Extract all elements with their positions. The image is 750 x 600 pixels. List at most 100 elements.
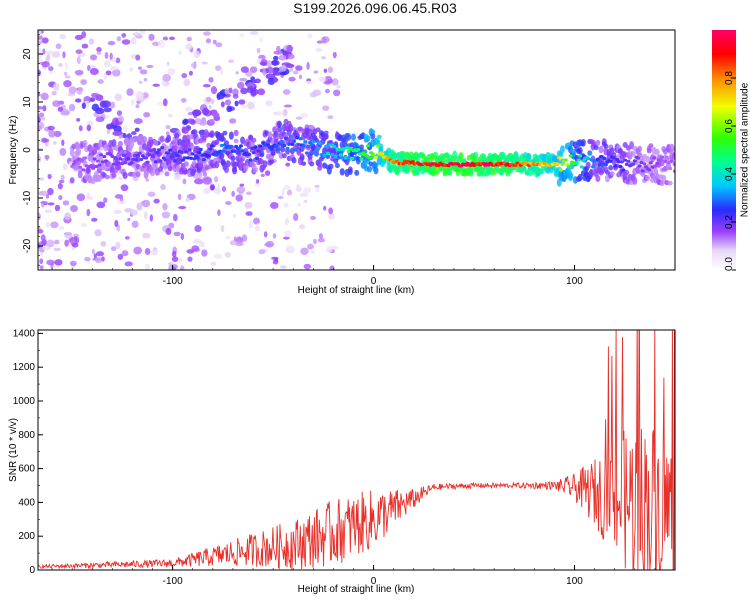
- spectrogram-noise-blob: [217, 209, 221, 216]
- spectrogram-ridge-core: [370, 152, 375, 156]
- spectrogram-noise-blob: [80, 223, 88, 228]
- spectrogram-noise-blob: [47, 173, 52, 180]
- spectrogram-ridge-core: [367, 156, 372, 160]
- spectrogram-noise-blob: [241, 234, 248, 242]
- spectrogram-ridge-core: [330, 152, 335, 157]
- spectrogram-ridge-core: [325, 151, 330, 156]
- spectrogram-ridge-core: [189, 156, 194, 160]
- spectrogram-ridge-core: [343, 156, 348, 160]
- spectrogram-noise-blob: [205, 96, 212, 103]
- spectrogram-ridge-halo: [288, 124, 294, 133]
- spectrogram-noise-blob: [138, 80, 143, 85]
- spectrogram-ridge-halo: [122, 171, 128, 179]
- spectrogram-ridge-core: [608, 159, 613, 163]
- spectrogram-ridge-halo: [299, 153, 305, 162]
- spectrogram-arm-blob: [95, 94, 104, 102]
- spectrogram-ridge-core: [304, 151, 309, 155]
- spectrogram-noise-blob: [132, 32, 142, 37]
- spectrogram-noise-blob: [63, 80, 72, 88]
- spectrogram-ridge-halo: [667, 180, 673, 186]
- spectrogram-ridge-core: [274, 144, 279, 148]
- spectrogram-arm-blob: [246, 86, 254, 94]
- spectrogram-ridge-halo: [598, 145, 604, 154]
- spectrogram-noise-blob: [288, 76, 296, 82]
- spectrogram-noise-blob: [307, 33, 313, 39]
- spectrogram-noise-blob: [318, 76, 327, 83]
- spectrogram-ridge-halo: [595, 139, 601, 146]
- spectrogram-ridge-core: [219, 143, 224, 148]
- spectrogram-ridge-core: [394, 159, 399, 163]
- spectrogram-noise-blob: [103, 72, 107, 80]
- spectrogram-ridge-halo: [167, 165, 173, 172]
- spectrogram-arm-blob: [249, 66, 258, 73]
- spectrogram-ridge-core: [89, 163, 94, 168]
- spectrogram-noise-blob: [96, 46, 102, 53]
- spectrogram-ridge-halo: [346, 133, 352, 141]
- spectrogram-noise-blob: [302, 187, 312, 194]
- spectrogram-noise-blob: [307, 243, 314, 250]
- spectrogram-ridge-halo: [473, 151, 479, 159]
- spectrogram-noise-blob: [282, 89, 291, 95]
- spectrogram-noise-blob: [114, 220, 119, 228]
- spectrogram-arm-blob: [131, 131, 137, 136]
- spectrogram-noise-blob: [202, 84, 211, 88]
- spectrogram-ridge-core: [574, 161, 579, 166]
- spectrogram-noise-blob: [313, 70, 319, 74]
- spectrogram-noise-blob: [327, 115, 334, 120]
- spectrogram-noise-blob: [168, 113, 173, 118]
- spectrogram-ridge-core: [139, 157, 144, 162]
- spectrogram-ridge-halo: [317, 165, 323, 171]
- spectrogram-ridge-core: [373, 155, 378, 160]
- spectrogram-ridge-core: [238, 144, 243, 148]
- spectrogram-noise-blob: [165, 81, 171, 86]
- spectrogram-noise-blob: [208, 105, 212, 109]
- spectrogram-xtick-label: 0: [371, 276, 377, 287]
- spectrogram-noise-blob: [147, 191, 156, 197]
- spectrogram-noise-blob: [185, 197, 190, 203]
- spectrogram-noise-blob: [192, 238, 202, 244]
- spectrogram-ridge-halo: [434, 170, 440, 175]
- spectrogram-ridge-core: [568, 154, 573, 158]
- spectrogram-ridge-core: [198, 147, 203, 151]
- spectrogram-ridge-core: [148, 149, 153, 153]
- spectrogram-ridge-halo: [116, 164, 122, 171]
- spectrogram-ridge-core: [341, 147, 346, 151]
- spectrogram-ridge-core: [176, 154, 181, 158]
- spectrogram-ridge-core: [256, 149, 261, 153]
- spectrogram-arm-blob: [199, 121, 207, 126]
- spectrogram-ytick-label: 20: [22, 48, 33, 60]
- spectrogram-noise-blob: [295, 65, 303, 71]
- spectrogram-noise-blob: [46, 259, 55, 266]
- spectrogram-noise-blob: [297, 202, 301, 207]
- spectrogram-noise-blob: [41, 37, 49, 44]
- spectrogram-ridge-core: [118, 157, 123, 161]
- spectrogram-ridge-core: [253, 145, 258, 149]
- spectrogram-ridge-core: [576, 158, 581, 162]
- spectrogram-ridge-halo: [365, 135, 371, 142]
- spectrogram-noise-blob: [104, 60, 111, 68]
- spectrogram-noise-blob: [53, 247, 61, 252]
- spectrogram-noise-blob: [57, 106, 64, 112]
- spectrogram-ridge-halo: [164, 171, 170, 177]
- spectrogram-ridge-halo: [370, 129, 376, 135]
- spectrogram-ridge-halo: [654, 148, 660, 156]
- spectrogram-ridge-halo: [309, 149, 315, 156]
- spectrogram-ridge-halo: [521, 165, 527, 171]
- spectrogram-ridge-core: [95, 159, 100, 163]
- spectrogram-noise-blob: [140, 200, 146, 205]
- spectrogram-ridge-core: [602, 156, 607, 160]
- spectrogram-noise-blob: [114, 209, 120, 214]
- spectrogram-noise-blob: [166, 61, 170, 66]
- spectrogram-noise-blob: [321, 56, 326, 60]
- spectrogram-noise-blob: [39, 251, 43, 257]
- spectrogram-noise-blob: [215, 65, 222, 71]
- spectrogram-noise-blob: [91, 248, 95, 255]
- spectrogram-noise-blob: [231, 190, 235, 197]
- spectrogram-ridge-core: [97, 163, 102, 167]
- spectrogram-ridge-core: [303, 140, 308, 144]
- spectrogram-ytick-label: -10: [22, 190, 33, 205]
- spectrogram-ridge-core: [290, 142, 295, 146]
- spectrogram-ridge-core: [664, 155, 669, 159]
- spectrogram-ridge-halo: [301, 161, 307, 166]
- spectrogram-ridge-core: [132, 154, 137, 158]
